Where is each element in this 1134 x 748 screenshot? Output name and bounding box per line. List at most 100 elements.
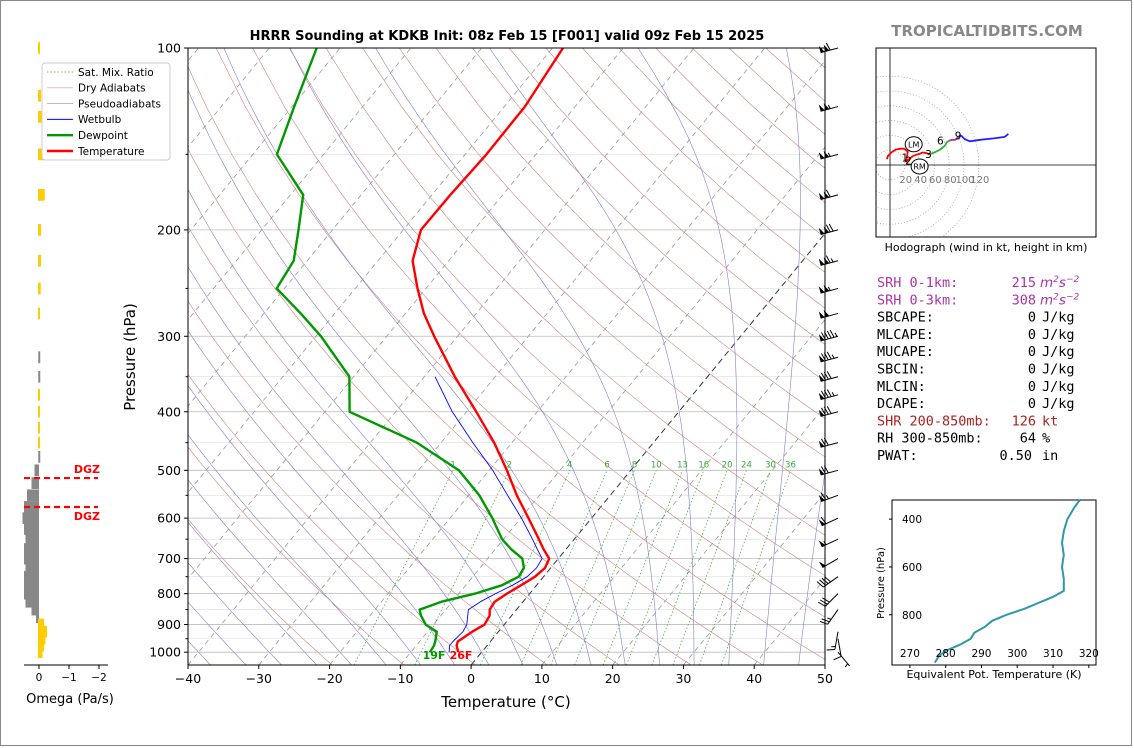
wind-barb-half	[827, 152, 831, 157]
mixing-ratio-label: 13	[677, 460, 688, 470]
skewt-xtick-label: −40	[175, 671, 201, 686]
isotherm-line	[188, 48, 553, 494]
wind-barb-full	[825, 189, 831, 198]
dry-adiabat-line	[399, 48, 825, 458]
hodograph-trace	[948, 134, 962, 142]
wind-barb	[818, 150, 839, 160]
index-unit: J/kg	[1042, 362, 1075, 378]
index-label: SBCIN:	[877, 362, 926, 378]
pseudoadiabat-line	[188, 266, 490, 665]
isotherm-line	[400, 146, 825, 665]
thetae-xlabel: Equivalent Pot. Temperature (K)	[906, 668, 1081, 681]
hodograph-frame	[875, 47, 1097, 238]
hodograph-trace	[928, 139, 950, 156]
pseudoadiabat-line	[763, 48, 801, 665]
index-unit: %	[1042, 431, 1050, 447]
wind-barb	[818, 538, 839, 548]
wind-barb-half	[831, 354, 835, 359]
isotherm-line	[258, 48, 766, 665]
dry-adiabat-line	[188, 518, 333, 665]
wind-barb	[818, 103, 839, 112]
mixing-ratio-line	[602, 470, 683, 665]
wind-barb-full	[823, 437, 829, 446]
index-row: SRH 0-3km: 308 m2s−2	[877, 292, 1079, 308]
pseudoadiabat-line	[375, 48, 660, 665]
theta-e-panel: 400 600 800 270 280 290 300 310 320	[889, 499, 1099, 668]
dry-adiabat-line	[188, 300, 548, 665]
wind-barb-full	[821, 372, 826, 381]
thetae-xtick-label: 270	[900, 648, 920, 660]
dry-adiabat-line	[188, 225, 620, 665]
wind-barb-full	[826, 648, 835, 651]
index-row: SBCIN: 0 J/kg	[877, 362, 1075, 378]
mixing-ratio-label: 24	[741, 460, 752, 470]
wind-barb-shaft	[824, 593, 839, 607]
omega-bar	[38, 89, 41, 102]
wind-barb-flag	[823, 226, 830, 234]
mixing-ratio-line	[721, 470, 791, 665]
wind-barb-flag	[818, 45, 825, 53]
wind-barb-flag	[818, 104, 825, 112]
pseudoadiabat-line	[188, 89, 558, 665]
hodograph-ring-label: 120	[970, 175, 989, 186]
skewt-ytick-label: 100	[157, 41, 181, 56]
wind-barb-full	[825, 255, 831, 264]
isotherm-line	[188, 48, 624, 580]
pseudoadiabat-line	[489, 48, 695, 665]
wind-barb-flag	[818, 374, 825, 382]
skewt-ytick-label: 300	[157, 329, 181, 344]
omega-bar	[38, 646, 43, 659]
skewt-ytick-label: 400	[157, 404, 181, 419]
pseudoadiabat-line	[188, 434, 387, 665]
index-row: SHR 200-850mb: 126 kt	[877, 413, 1058, 429]
thetae-profile	[934, 499, 1081, 664]
index-row: DCAPE: 0 J/kg	[877, 396, 1075, 412]
thetae-xtick-label: 280	[936, 648, 956, 660]
omega-bar	[36, 611, 39, 624]
mixing-ratio-label: 36	[785, 460, 796, 470]
wind-barb	[817, 593, 839, 607]
omega-bar	[38, 148, 44, 161]
omega-bar	[24, 501, 39, 513]
skewt-ytick-label: 1000	[149, 645, 181, 660]
omega-panel: DGZ DGZ 0 −1 −2	[22, 42, 108, 684]
wind-barb-full	[817, 601, 826, 607]
watermark: TROPICALTIDBITS.COM	[891, 22, 1083, 40]
mixing-ratio-line	[479, 470, 571, 665]
skewt-ytick-label: 200	[157, 222, 181, 237]
skewt-ytick-label: 900	[157, 617, 181, 632]
wind-barb-flag	[818, 192, 825, 200]
omega-bar	[38, 110, 43, 123]
index-row: SRH 0-1km: 215 m2s−2	[877, 275, 1079, 291]
index-label: PWAT:	[877, 448, 918, 464]
wind-barb-flag	[818, 286, 825, 294]
omega-bar	[24, 570, 39, 583]
thetae-frame	[891, 499, 1097, 666]
skewt-ylabel: Pressure (hPa)	[121, 303, 139, 411]
wind-barb-flag	[818, 311, 825, 319]
wind-barb-flag	[818, 152, 825, 160]
omega-bar	[38, 388, 40, 401]
dgz-label: DGZ	[74, 510, 100, 523]
mixing-ratio-label: 8	[632, 460, 637, 470]
skewt-background-lines: 1 2 4 6 8 10 13 16 20 24 30 36	[188, 48, 825, 665]
thetae-ylabel: Pressure (hPa)	[876, 547, 887, 619]
omega-bar	[38, 405, 40, 418]
pseudoadiabat-line	[289, 48, 626, 665]
omega-bar	[31, 603, 39, 616]
wind-barb-flag	[823, 191, 830, 199]
hodograph-height-label: 6	[937, 136, 944, 148]
omega-xtick-label: −1	[61, 672, 76, 684]
thetae-xtick-label: 310	[1043, 648, 1063, 660]
mixing-ratio-line	[651, 470, 728, 665]
isotherm-line	[188, 48, 695, 665]
wind-barb-flag	[818, 392, 825, 400]
omega-bar	[31, 477, 39, 489]
pseudoadiabat-line	[188, 601, 247, 665]
omega-bar	[38, 254, 41, 267]
index-label: SRH 0-1km:	[877, 275, 958, 291]
omega-xtick-label: −2	[91, 672, 106, 684]
dry-adiabat-line	[188, 66, 763, 665]
